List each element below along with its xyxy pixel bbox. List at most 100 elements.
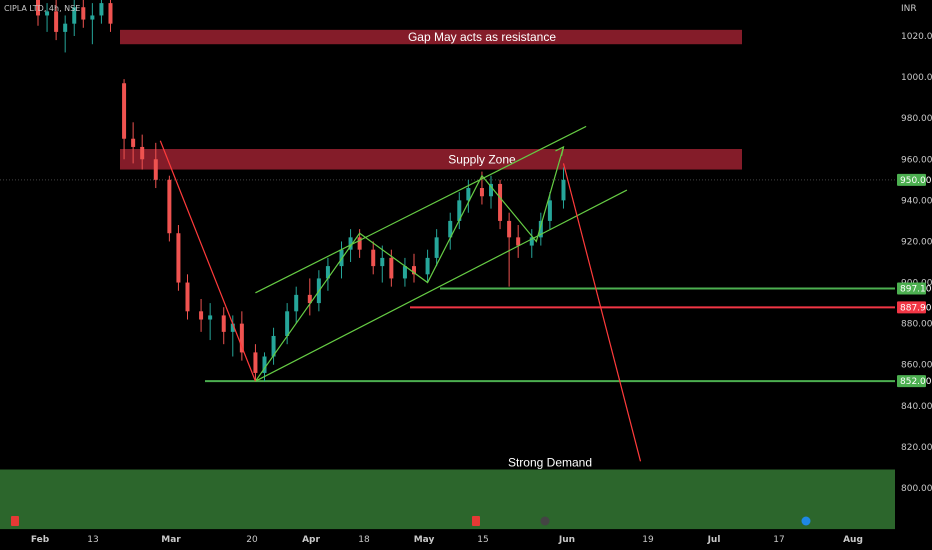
zigzag-line	[254, 146, 565, 382]
price-axis[interactable]: 800.00820.00840.00860.00880.00900.00920.…	[897, 32, 932, 494]
time-tick-label: Apr	[302, 535, 320, 545]
candle-body	[466, 188, 471, 201]
zone-supply	[120, 149, 742, 170]
zone-label: Strong Demand	[508, 456, 592, 470]
level-price-tag	[897, 375, 926, 388]
time-tick-label: 18	[358, 535, 370, 545]
candle-body	[507, 220, 512, 238]
time-tick-label: 19	[642, 535, 654, 545]
price-tick-label: 940.00	[901, 196, 932, 206]
levels-layer	[0, 179, 895, 383]
channel-lower-line	[255, 189, 628, 382]
candle-body	[54, 11, 59, 32]
candle-body	[529, 237, 534, 246]
candle-body	[325, 266, 330, 279]
candle-body	[153, 159, 158, 180]
candle-body	[239, 323, 244, 353]
candle-body	[516, 237, 521, 246]
candle-body	[357, 237, 362, 250]
zones-layer: Gap May acts as resistance Supply Zone Str…	[0, 29, 895, 530]
price-tick-label: 860.00	[901, 361, 932, 371]
symbol-header: CIPLA LTD, 4h, NSE	[4, 4, 80, 13]
candle-body	[307, 294, 312, 304]
candle-body	[348, 237, 353, 250]
candle-body	[294, 294, 299, 312]
candle-body	[389, 257, 394, 279]
candle-body	[108, 3, 113, 24]
candle-body	[131, 138, 136, 147]
candle-body	[561, 179, 566, 201]
currency-label: INR	[901, 4, 917, 14]
split-icon	[540, 516, 550, 526]
level-price-tag	[897, 301, 926, 314]
candles-layer	[36, 0, 566, 382]
candle-body	[402, 266, 407, 279]
price-tick-label: 1000.00	[901, 73, 932, 83]
zone-supply	[120, 29, 742, 45]
candle-body	[425, 257, 430, 275]
time-tick-label: Aug	[843, 535, 863, 545]
price-tick-label: 800.00	[901, 484, 932, 494]
price-tick-label: 880.00	[901, 320, 932, 330]
candle-body	[479, 188, 484, 197]
candle-body	[63, 23, 68, 32]
last-price-tag-text: 950.00	[900, 176, 932, 186]
candle-body	[411, 266, 416, 275]
projection-line	[159, 140, 256, 382]
price-tick-label: 960.00	[901, 155, 932, 165]
candle-body	[457, 200, 462, 221]
price-tick-label: 920.00	[901, 237, 932, 247]
zone-demand	[0, 469, 895, 530]
time-tick-label: Jul	[707, 535, 721, 545]
candle-body	[199, 311, 204, 320]
candle-body	[72, 7, 77, 24]
candle-body	[262, 356, 267, 373]
candle-body	[547, 200, 552, 221]
drawings-layer	[159, 125, 642, 462]
candle-body	[489, 183, 493, 197]
projection-down-line	[562, 163, 642, 462]
candle-body	[498, 183, 503, 221]
time-tick-label: 17	[773, 535, 784, 545]
time-axis[interactable]: Feb 13 Mar 20 Apr 18 May 15 Jun 19 Jul 17 Aug	[31, 535, 863, 545]
level-price-tag-text: 887.90	[900, 303, 932, 313]
earnings-icon	[11, 516, 19, 526]
candle-body	[81, 7, 86, 20]
candle-body	[339, 249, 344, 267]
earnings-icon	[472, 516, 480, 526]
candle-body	[90, 15, 95, 20]
time-tick-label: May	[414, 535, 435, 545]
price-tick-label: 980.00	[901, 114, 932, 124]
price-tick-label: 1020.00	[901, 32, 932, 42]
candle-body	[140, 146, 145, 160]
zone-label: Supply Zone	[448, 152, 516, 166]
candle-body	[253, 352, 258, 373]
channel-upper-line	[255, 125, 587, 294]
dividend-icon	[801, 516, 811, 526]
candle-body	[371, 249, 376, 267]
price-tick-label: 840.00	[901, 402, 932, 412]
candle-body	[99, 3, 104, 16]
candle-body	[185, 282, 190, 312]
events-layer	[11, 516, 811, 526]
candle-body	[167, 179, 172, 234]
time-tick-label: Feb	[31, 535, 50, 545]
candle-body	[221, 315, 226, 332]
price-tick-label: 820.00	[901, 443, 932, 453]
candle-body	[230, 323, 235, 332]
time-tick-label: 13	[87, 535, 98, 545]
zigzag-arrowhead	[555, 145, 565, 157]
zone-label: Gap May acts as resistance	[408, 30, 556, 44]
candle-body	[176, 233, 181, 283]
candle-body	[448, 220, 453, 238]
last-price-tag	[897, 173, 926, 186]
candle-body	[122, 83, 127, 139]
level-price-tag	[897, 282, 926, 295]
time-tick-label: Mar	[161, 535, 181, 545]
time-tick-label: 20	[246, 535, 258, 545]
candle-body	[538, 220, 543, 238]
candle-body	[285, 311, 290, 336]
level-price-tag-text: 852.00	[900, 377, 932, 387]
